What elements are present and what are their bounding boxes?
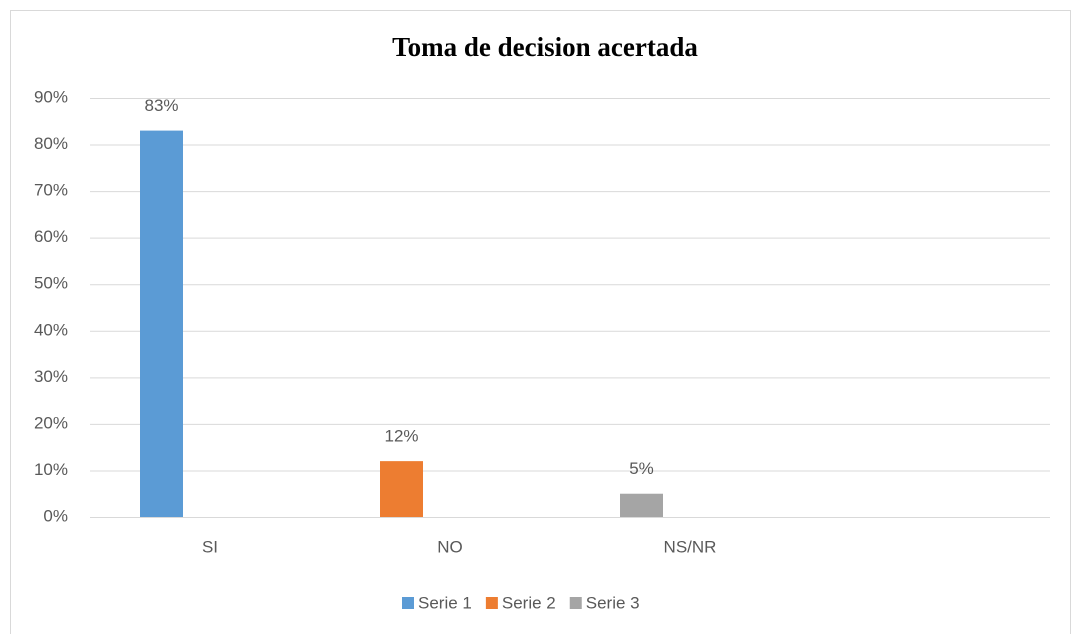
x-tick-label: SI [202,537,218,556]
bar [140,130,183,518]
data-label: 5% [629,459,654,478]
legend-label: Serie 2 [502,593,556,612]
chart-border [10,10,1071,634]
y-tick-label: 70% [34,181,68,200]
legend-label: Serie 3 [586,593,640,612]
legend-swatch [569,597,582,609]
data-label: 83% [144,96,178,115]
y-tick-label: 60% [34,227,68,246]
legend-swatch [485,597,498,609]
y-tick-label: 0% [43,506,68,525]
y-tick-label: 10% [34,460,68,479]
x-tick-label: NO [437,537,463,556]
bar [380,461,423,517]
y-tick-label: 90% [34,87,68,106]
y-tick-label: 80% [34,134,68,153]
y-tick-label: 20% [34,413,68,432]
x-tick-label: NS/NR [664,537,717,556]
chart-title: Toma de decision acertada [392,32,698,62]
bar [620,493,663,517]
legend-swatch [402,597,414,609]
data-label: 12% [384,427,418,446]
legend-label: Serie 1 [418,593,472,612]
y-tick-label: 40% [34,320,68,339]
y-tick-label: 50% [34,274,68,293]
y-tick-label: 30% [34,367,68,386]
